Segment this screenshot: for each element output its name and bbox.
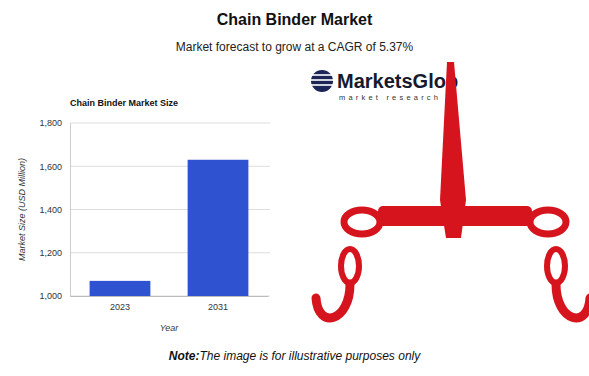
x-tick: 2023 — [110, 296, 130, 312]
note-label: Note: — [169, 349, 200, 363]
plot-title: Chain Binder Market Size — [70, 98, 178, 108]
x-axis-label: Year — [160, 323, 180, 333]
binder-swivel — [341, 249, 359, 283]
logo-icon — [311, 70, 333, 92]
logo: MarketsGlobmarket research — [311, 70, 458, 102]
logo-tagline: market research — [339, 93, 441, 102]
logo-icon-line — [311, 79, 333, 81]
y-tick: 1,200 — [39, 248, 70, 258]
grid-line — [70, 123, 270, 124]
grid — [70, 123, 270, 296]
bars — [90, 160, 249, 296]
x-axis: 2023 2031 — [71, 296, 269, 312]
x-tick: 2031 — [208, 296, 228, 312]
y-tick: 1,400 — [39, 205, 70, 215]
logo-name: MarketsGlob — [337, 70, 458, 92]
chain-binder-illustration — [316, 62, 589, 318]
y-tick-label: 1,400 — [39, 205, 62, 215]
x-axis-line — [71, 296, 269, 297]
binder-ring — [530, 210, 566, 234]
logo-icon-line — [311, 74, 333, 76]
y-tick-label: 1,800 — [39, 118, 62, 128]
y-tick: 1,600 — [39, 162, 70, 172]
note-text: The image is for illustrative purposes o… — [199, 349, 421, 363]
y-tick-label: 1,600 — [39, 162, 62, 172]
y-axis-label: Market Size (USD Million) — [17, 158, 27, 261]
binder-swivel — [547, 249, 565, 283]
y-tick: 1,000 — [39, 291, 70, 301]
x-tick-label: 2031 — [208, 302, 228, 312]
x-tick-label: 2023 — [110, 302, 130, 312]
subtitle: Market forecast to grow at a CAGR of 5.3… — [176, 40, 414, 54]
binder-hook — [556, 284, 589, 318]
y-tick: 1,800 — [39, 118, 70, 128]
chart: Chain Binder Market Market forecast to gr… — [0, 0, 589, 376]
binder-hook — [316, 284, 350, 318]
binder-ring — [344, 210, 380, 234]
y-axis: 1,000 1,200 1,400 1,600 1,800 — [39, 118, 70, 301]
bar — [90, 281, 151, 296]
title: Chain Binder Market — [217, 11, 373, 28]
y-tick-label: 1,000 — [39, 291, 62, 301]
y-axis-line — [70, 124, 71, 297]
y-tick-label: 1,200 — [39, 248, 62, 258]
binder-body — [378, 206, 532, 226]
background — [0, 0, 589, 376]
logo-icon-line — [311, 84, 333, 86]
bar — [188, 160, 249, 296]
note: Note:The image is for illustrative purpo… — [169, 349, 421, 363]
